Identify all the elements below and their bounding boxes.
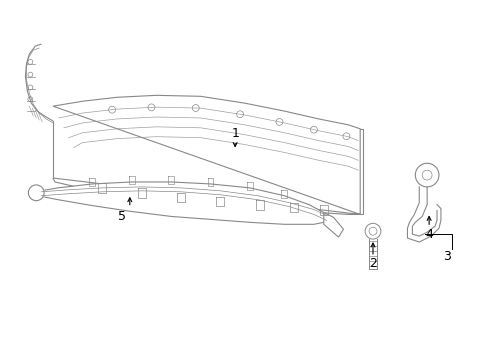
Circle shape (28, 185, 44, 201)
Polygon shape (53, 95, 360, 215)
Polygon shape (33, 182, 329, 224)
Text: 3: 3 (443, 250, 451, 263)
Text: 4: 4 (425, 228, 433, 240)
Text: 1: 1 (231, 127, 239, 140)
Circle shape (416, 163, 439, 187)
Polygon shape (324, 212, 343, 237)
Circle shape (365, 223, 381, 239)
Text: 2: 2 (369, 257, 377, 270)
Text: 5: 5 (118, 210, 126, 223)
